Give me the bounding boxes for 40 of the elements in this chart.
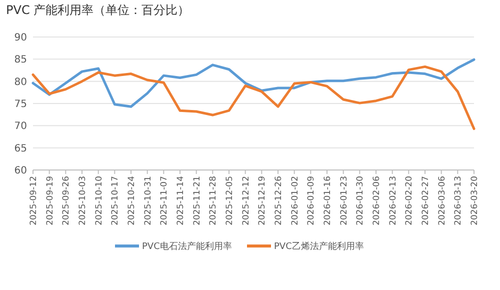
line-series <box>32 65 476 130</box>
x-tick-label: 2026-03-13 <box>454 176 464 226</box>
x-tick-label: 2026-03-20 <box>470 176 480 226</box>
x-tick-label: 2026-01-02 <box>290 176 300 226</box>
x-tick-label: 2025-12-19 <box>258 176 268 226</box>
x-tick-label: 2026-01-30 <box>356 176 366 226</box>
x-tick-label: 2026-02-27 <box>421 176 431 226</box>
x-tick-label: 2026-02-06 <box>372 176 382 226</box>
x-tick-label: 2025-09-19 <box>45 176 56 226</box>
x-tick-label: 2025-12-05 <box>225 176 235 226</box>
x-tick-label: 2025-10-10 <box>94 176 104 226</box>
legend-label: PVC乙烯法产能利用率 <box>274 241 364 252</box>
y-tick-label: 75 <box>14 99 27 110</box>
x-tick-label: 2026-01-09 <box>306 176 317 226</box>
x-tick-label: 2025-11-07 <box>160 176 170 226</box>
x-tick-label: 2026-03-06 <box>437 176 448 226</box>
x-tick-label: 2026-02-20 <box>404 176 415 226</box>
x-tick-label: 2025-10-17 <box>110 176 121 226</box>
x-tick-label: 2025-12-26 <box>274 176 284 226</box>
x-tick-label: 2025-09-12 <box>29 176 39 226</box>
y-tick-label: 90 <box>14 32 27 44</box>
x-tick-label: 2025-11-21 <box>192 176 202 226</box>
x-tick-label: 2025-11-14 <box>176 176 186 226</box>
y-tick-label: 70 <box>14 121 27 132</box>
legend-label: PVC电石法产能利用率 <box>142 241 232 252</box>
y-tick-label: 85 <box>14 54 27 66</box>
x-tick-label: 2026-01-23 <box>339 176 350 226</box>
x-tick-label: 2025-10-03 <box>78 176 88 226</box>
x-tick-label: 2025-10-31 <box>143 176 154 226</box>
y-tick-label: 80 <box>14 76 27 88</box>
x-tick-label: 2026-01-16 <box>323 176 333 226</box>
chart-title: PVC 产能利用率（单位：百分比） <box>6 3 190 17</box>
y-tick-label: 65 <box>14 143 27 154</box>
x-tick-label: 2025-12-12 <box>241 176 252 226</box>
x-tick-label: 2025-11-28 <box>208 176 219 226</box>
x-tick-label: 2026-02-13 <box>388 176 398 226</box>
x-tick-label: 2025-09-26 <box>62 176 72 226</box>
x-tick-label: 2025-10-24 <box>127 176 137 226</box>
y-tick-label: 60 <box>14 166 27 176</box>
line-series <box>32 58 476 108</box>
